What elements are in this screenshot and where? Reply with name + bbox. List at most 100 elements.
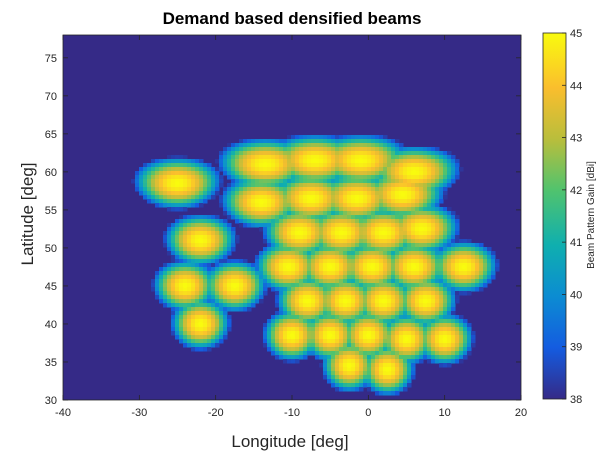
heatmap-cell [407,327,412,332]
heatmap-cell [303,291,308,296]
heatmap-cell [183,191,188,196]
heatmap-cell [283,239,288,244]
heatmap-cell [343,291,348,296]
heatmap-cell [427,187,432,192]
heatmap-cell [303,311,308,316]
heatmap-cell [339,227,344,232]
heatmap-cell [179,243,184,248]
heatmap-cell [439,359,444,364]
heatmap-cell [211,239,216,244]
heatmap-cell [419,207,424,212]
heatmap-cell [327,199,332,204]
heatmap-cell [439,171,444,176]
heatmap-cell [255,287,260,292]
heatmap-cell [371,287,376,292]
heatmap-cell [359,303,364,308]
heatmap-cell [307,163,312,168]
heatmap-cell [319,267,324,272]
heatmap-cell [323,363,328,368]
heatmap-cell [335,335,340,340]
heatmap-cell [379,135,384,140]
heatmap-cell [167,295,172,300]
heatmap-cell [307,339,312,344]
heatmap-cell [419,223,424,228]
heatmap-cell [387,243,392,248]
heatmap-cell [239,175,244,180]
heatmap-cell [483,267,488,272]
heatmap-cell [291,247,296,252]
heatmap-cell [231,267,236,272]
heatmap-cell [355,211,360,216]
heatmap-cell [383,335,388,340]
heatmap-cell [455,275,460,280]
heatmap-cell [419,283,424,288]
heatmap-cell [287,299,292,304]
heatmap-cell [199,263,204,268]
heatmap-cell [179,263,184,268]
heatmap-cell [371,235,376,240]
heatmap-cell [275,343,280,348]
heatmap-cell [335,351,340,356]
heatmap-cell [383,175,388,180]
heatmap-cell [319,327,324,332]
heatmap-cell [279,355,284,360]
heatmap-cell [363,351,368,356]
heatmap-cell [347,175,352,180]
beam-center [285,264,291,270]
heatmap-cell [271,327,276,332]
heatmap-cell [335,387,340,392]
heatmap-cell [211,183,216,188]
heatmap-cell [295,291,300,296]
heatmap-cell [379,171,384,176]
heatmap-cell [263,159,268,164]
heatmap-cell [347,167,352,172]
heatmap-cell [455,251,460,256]
heatmap-cell [411,359,416,364]
heatmap-cell [339,139,344,144]
heatmap-cell [355,159,360,164]
heatmap-cell [339,383,344,388]
heatmap-cell [399,271,404,276]
heatmap-cell [227,159,232,164]
heatmap-cell [159,203,164,208]
heatmap-cell [399,223,404,228]
heatmap-cell [343,207,348,212]
heatmap-cell [235,195,240,200]
heatmap-cell [219,323,224,328]
heatmap-cell [191,191,196,196]
heatmap-cell [307,199,312,204]
heatmap-cell [459,323,464,328]
heatmap-cell [427,167,432,172]
heatmap-cell [387,259,392,264]
heatmap-cell [447,259,452,264]
heatmap-cell [407,311,412,316]
heatmap-cell [403,367,408,372]
heatmap-cell [263,291,268,296]
heatmap-cell [379,327,384,332]
heatmap-cell [203,255,208,260]
heatmap-cell [379,387,384,392]
heatmap-cell [363,207,368,212]
heatmap-cell [395,227,400,232]
heatmap-cell [179,191,184,196]
heatmap-cell [167,171,172,176]
heatmap-cell [179,183,184,188]
heatmap-cell [355,147,360,152]
heatmap-cell [359,275,364,280]
heatmap-cell [439,163,444,168]
heatmap-cell [307,203,312,208]
heatmap-cell [415,255,420,260]
heatmap-cell [335,199,340,204]
heatmap-cell [459,359,464,364]
heatmap-cell [239,279,244,284]
heatmap-cell [175,299,180,304]
heatmap-cell [247,279,252,284]
heatmap-cell [327,355,332,360]
heatmap-cell [443,259,448,264]
heatmap-cell [419,171,424,176]
heatmap-cell [439,283,444,288]
heatmap-cell [359,251,364,256]
heatmap-cell [311,199,316,204]
heatmap-cell [227,187,232,192]
heatmap-cell [463,239,468,244]
